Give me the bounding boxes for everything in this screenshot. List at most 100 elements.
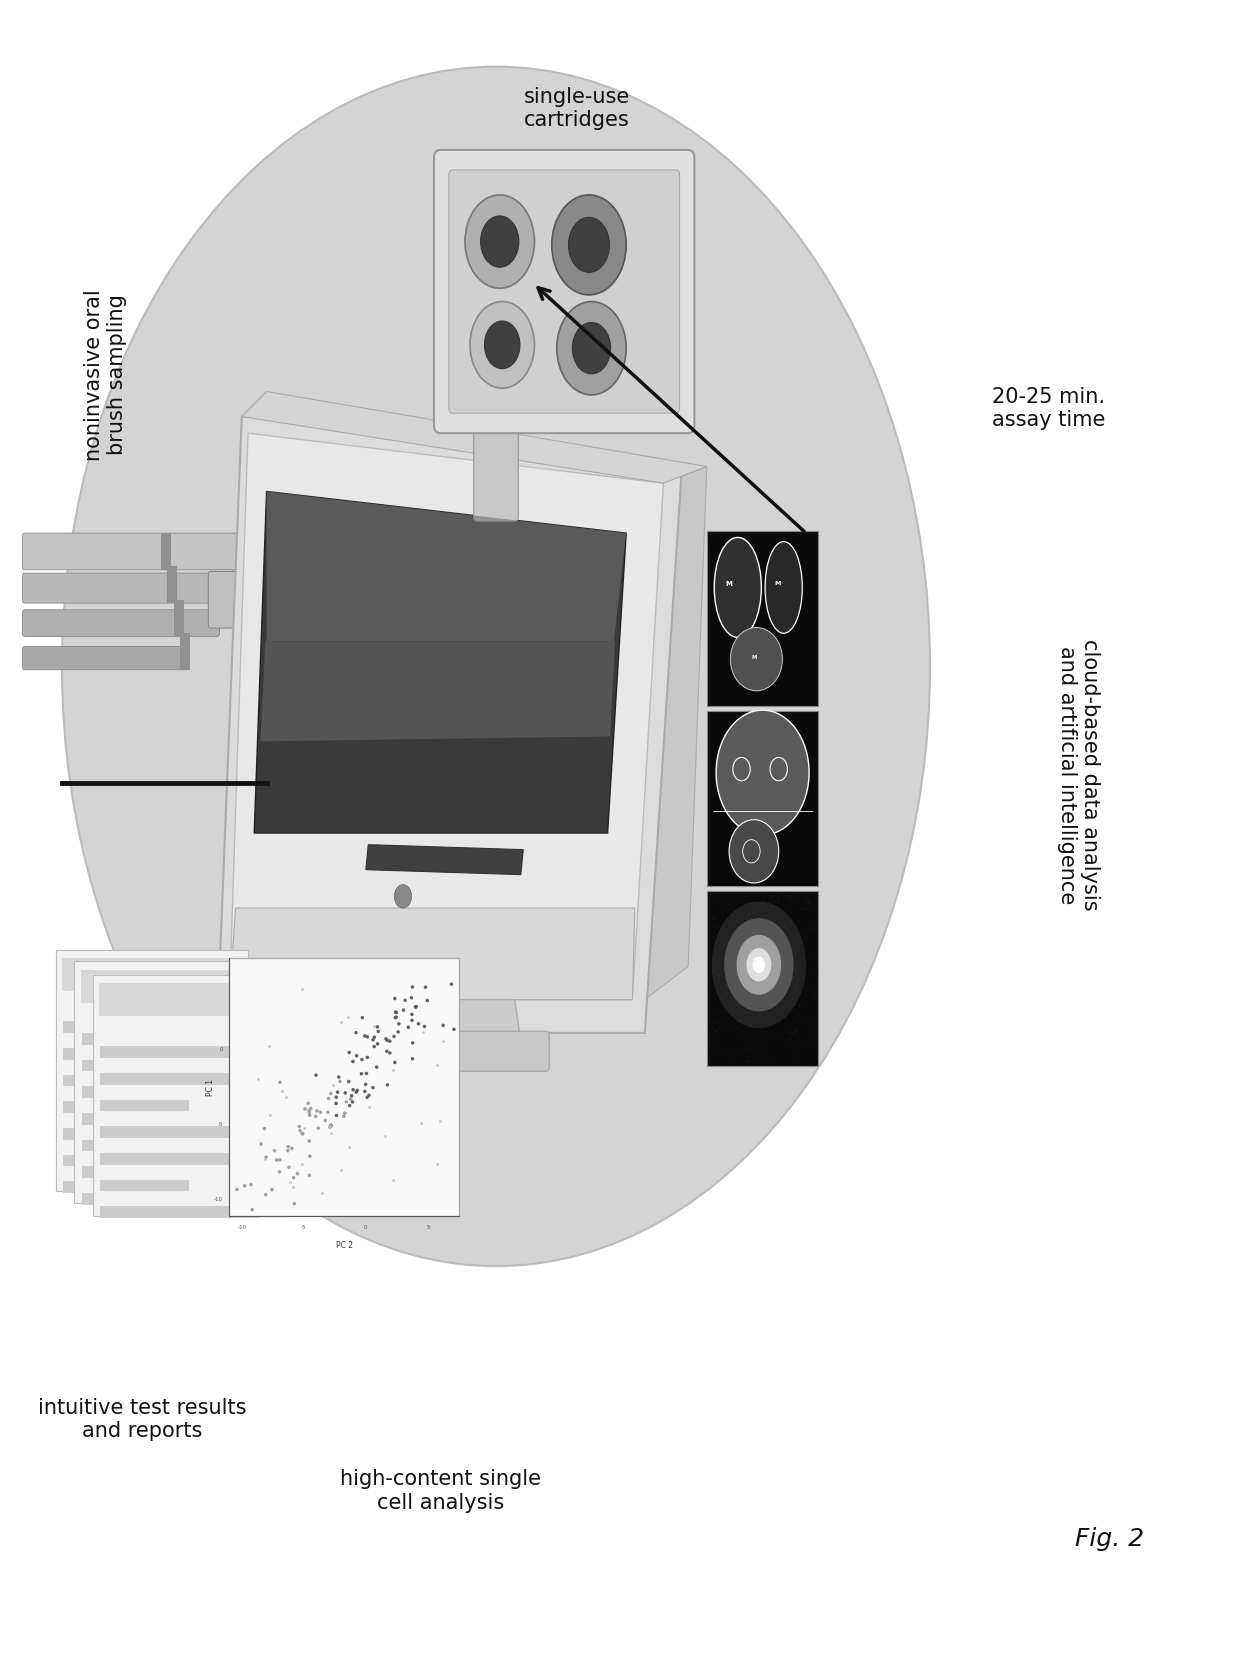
Bar bbox=[82, 1113, 242, 1125]
Point bbox=[368, 1018, 388, 1045]
Ellipse shape bbox=[729, 820, 779, 883]
Point bbox=[356, 1060, 376, 1086]
Point bbox=[365, 1013, 384, 1040]
Point bbox=[428, 1051, 448, 1078]
Point bbox=[319, 1085, 339, 1111]
Point bbox=[352, 1005, 372, 1031]
Point bbox=[291, 1151, 311, 1178]
Point bbox=[248, 1066, 268, 1093]
Point bbox=[365, 1025, 384, 1051]
Bar bbox=[82, 1086, 171, 1098]
Bar bbox=[100, 1126, 260, 1138]
Bar bbox=[100, 1100, 188, 1111]
Text: M: M bbox=[725, 581, 733, 586]
FancyBboxPatch shape bbox=[22, 573, 238, 603]
Point bbox=[259, 1033, 279, 1060]
Bar bbox=[82, 1166, 171, 1178]
Text: -5: -5 bbox=[301, 1225, 306, 1230]
Bar bbox=[63, 1021, 223, 1033]
Point bbox=[293, 1121, 312, 1148]
Point bbox=[301, 1095, 321, 1121]
Point bbox=[403, 1045, 423, 1071]
Text: 0: 0 bbox=[365, 1225, 367, 1230]
Point bbox=[386, 1000, 405, 1026]
Point bbox=[347, 1043, 367, 1070]
Polygon shape bbox=[260, 641, 615, 741]
Point bbox=[383, 1166, 403, 1193]
Point bbox=[367, 1055, 387, 1081]
Point bbox=[278, 1133, 298, 1160]
Text: high-content single
cell analysis: high-content single cell analysis bbox=[340, 1469, 541, 1513]
Point bbox=[254, 1115, 274, 1141]
Polygon shape bbox=[645, 466, 707, 1000]
FancyBboxPatch shape bbox=[434, 150, 694, 433]
Circle shape bbox=[737, 935, 781, 995]
Polygon shape bbox=[242, 392, 707, 483]
Bar bbox=[174, 600, 184, 636]
Circle shape bbox=[465, 195, 534, 288]
Point bbox=[289, 1113, 309, 1140]
Point bbox=[337, 1005, 357, 1031]
Point bbox=[360, 1081, 379, 1108]
Point bbox=[363, 1075, 383, 1101]
Point bbox=[407, 993, 427, 1020]
Point bbox=[299, 1128, 319, 1155]
Text: cloud-based data analysis
and artificial intelligence: cloud-based data analysis and artificial… bbox=[1058, 638, 1100, 911]
Bar bbox=[56, 950, 248, 1191]
Ellipse shape bbox=[730, 628, 782, 691]
Point bbox=[355, 1078, 374, 1105]
Circle shape bbox=[724, 918, 794, 1011]
Point bbox=[341, 1086, 361, 1113]
Circle shape bbox=[746, 948, 771, 981]
Point bbox=[308, 1098, 327, 1125]
Circle shape bbox=[568, 218, 610, 273]
Polygon shape bbox=[267, 491, 626, 641]
Point bbox=[299, 1100, 319, 1126]
Point bbox=[377, 1038, 397, 1065]
Point bbox=[255, 1181, 275, 1208]
Point bbox=[329, 1063, 348, 1090]
Point bbox=[315, 1108, 335, 1135]
Point bbox=[409, 1011, 429, 1038]
Point bbox=[242, 1196, 262, 1223]
Point bbox=[279, 1155, 299, 1181]
Point bbox=[278, 1138, 298, 1165]
Bar bbox=[161, 533, 171, 570]
Bar bbox=[63, 1048, 223, 1060]
Point bbox=[389, 1011, 409, 1038]
Bar bbox=[63, 1155, 151, 1166]
Point bbox=[334, 1103, 353, 1130]
Text: M: M bbox=[751, 655, 756, 660]
Point bbox=[320, 1115, 340, 1141]
Bar bbox=[100, 1180, 188, 1191]
Bar bbox=[62, 958, 242, 991]
Text: single-use
cartridges: single-use cartridges bbox=[523, 87, 630, 130]
Point bbox=[326, 1103, 346, 1130]
Point bbox=[290, 1118, 310, 1145]
Point bbox=[342, 1083, 362, 1110]
Ellipse shape bbox=[717, 710, 808, 835]
Point bbox=[294, 1115, 314, 1141]
Point bbox=[321, 1113, 341, 1140]
Bar bbox=[63, 1128, 223, 1140]
Circle shape bbox=[712, 901, 806, 1028]
Point bbox=[340, 1135, 360, 1161]
Point bbox=[321, 1080, 341, 1106]
Point bbox=[403, 1030, 423, 1056]
Bar bbox=[100, 1073, 260, 1085]
Text: 20-25 min.
assay time: 20-25 min. assay time bbox=[992, 387, 1105, 430]
Bar bbox=[100, 1153, 260, 1165]
Bar bbox=[707, 531, 818, 706]
Point bbox=[441, 971, 461, 998]
Point bbox=[340, 1040, 360, 1066]
Point bbox=[234, 1173, 254, 1200]
Point bbox=[444, 1016, 464, 1043]
Point bbox=[326, 1085, 346, 1111]
Point bbox=[352, 1061, 372, 1088]
Point bbox=[398, 1015, 418, 1041]
Bar bbox=[229, 958, 459, 1216]
Ellipse shape bbox=[62, 67, 930, 1266]
Point bbox=[396, 986, 415, 1013]
Point bbox=[346, 1020, 366, 1046]
Point bbox=[386, 1005, 405, 1031]
